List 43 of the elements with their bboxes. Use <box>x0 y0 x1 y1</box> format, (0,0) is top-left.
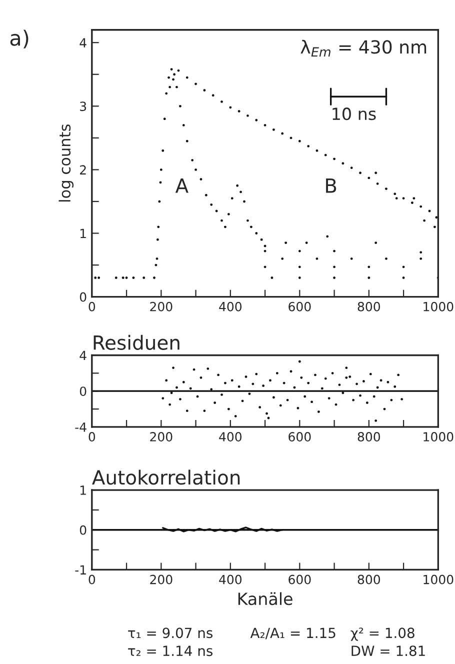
text: A₂/A₁ = 1.15 <box>250 628 336 640</box>
text: DW = 1.81 <box>352 646 425 656</box>
y-tick-label: 4 <box>80 350 86 360</box>
text: χ² = 1.08 <box>350 628 414 641</box>
y-tick-label: 4 <box>80 38 86 48</box>
x-tick-label: 0 <box>88 432 96 442</box>
x-tick-label: 800 <box>358 302 380 312</box>
x-tick-label: 400 <box>219 432 242 442</box>
y-tick-label: 0 <box>80 525 86 535</box>
y-tick-label: 1 <box>80 486 86 495</box>
x-tick-label: 0 <box>88 574 96 584</box>
x-tick-label: 200 <box>150 574 172 584</box>
annotation: λ$_{Em}$ = 430 nm <box>300 40 426 57</box>
x-tick-label: 600 <box>288 574 311 584</box>
y-tick-label: 0 <box>80 386 86 396</box>
y-tick-label: 3 <box>80 102 86 112</box>
y-tick-label: -1 <box>75 565 86 574</box>
x-tick-label: 600 <box>288 302 311 312</box>
x-tick-label: 200 <box>150 302 172 312</box>
y-tick-label: 2 <box>80 165 86 174</box>
x-axis-title: Kanäle <box>238 592 292 606</box>
text: τ₁ = 9.07 ns <box>128 628 212 638</box>
x-tick-label: 1000 <box>424 432 454 442</box>
x-tick-label: 600 <box>288 432 311 442</box>
x-tick-label: 1000 <box>424 574 454 584</box>
x-tick-label: 400 <box>219 574 242 584</box>
y-tick-label: 1 <box>80 228 86 238</box>
chart-title: Autokorrelation <box>92 470 240 485</box>
text: τ₂ = 1.14 ns <box>128 646 212 656</box>
text: a) <box>10 30 28 48</box>
x-tick-label: 0 <box>88 302 96 312</box>
annotation: A <box>175 178 188 193</box>
annotation: 10 ns <box>332 108 376 120</box>
y-tick-label: -4 <box>75 422 86 432</box>
y-axis-title: log counts <box>58 124 74 202</box>
chart-title: Residuen <box>94 334 180 350</box>
x-tick-label: 800 <box>358 574 380 584</box>
annotation: B <box>326 178 336 193</box>
x-tick-label: 800 <box>358 432 380 442</box>
y-tick-label: 0 <box>80 292 86 302</box>
x-tick-label: 400 <box>219 302 242 312</box>
x-tick-label: 200 <box>150 432 172 442</box>
x-tick-label: 1000 <box>424 302 454 312</box>
